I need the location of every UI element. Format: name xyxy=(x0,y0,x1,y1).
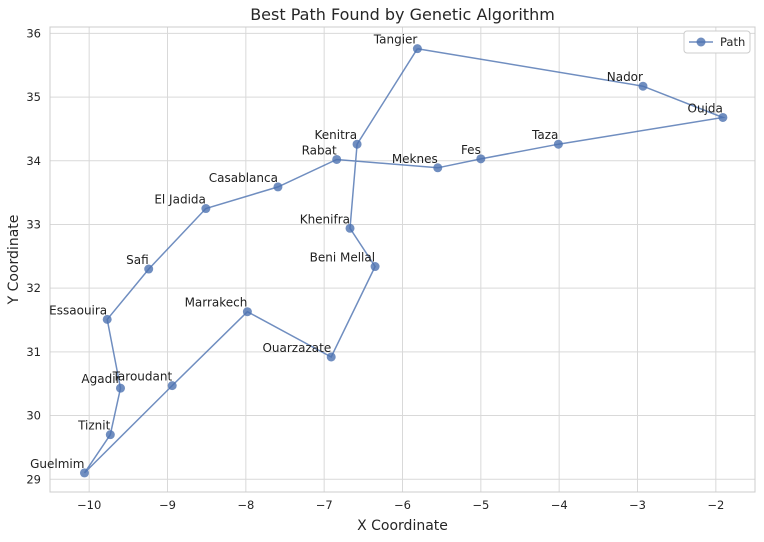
point-meknes xyxy=(433,163,443,173)
y-tick-label: 33 xyxy=(26,217,41,231)
x-tick-label: −10 xyxy=(77,498,101,512)
point-fes xyxy=(476,154,486,164)
x-tick-label: −7 xyxy=(316,498,333,512)
x-tick-label: −5 xyxy=(472,498,489,512)
city-label: Taroudant xyxy=(112,370,173,384)
city-label: Tiznit xyxy=(77,419,111,433)
grid xyxy=(50,27,755,492)
point-beni-mellal xyxy=(370,262,380,272)
point-casablanca xyxy=(273,182,283,192)
y-tick-label: 34 xyxy=(26,154,41,168)
city-label: Marrakech xyxy=(185,296,248,310)
point-nador xyxy=(638,81,648,91)
city-label: El Jadida xyxy=(154,193,206,207)
x-axis-label: X Coordinate xyxy=(357,518,448,534)
city-label: Safi xyxy=(126,253,149,267)
x-tick-label: −4 xyxy=(551,498,568,512)
point-khenifra xyxy=(345,223,355,233)
legend-box xyxy=(683,30,751,54)
city-label: Tangier xyxy=(373,33,418,47)
legend: Path xyxy=(683,30,751,54)
point-el-jadida xyxy=(201,204,211,214)
point-marrakech xyxy=(242,307,252,317)
legend-marker-swatch xyxy=(696,37,706,47)
city-label: Fes xyxy=(461,143,481,157)
point-tiznit xyxy=(105,430,115,440)
point-safi xyxy=(144,264,154,274)
city-label: Nador xyxy=(607,70,643,84)
y-tick-label: 31 xyxy=(26,345,41,359)
plot-frame xyxy=(49,26,756,493)
city-label: Guelmim xyxy=(30,457,84,471)
y-axis-ticks: 29 30 31 32 33 34 35 36 xyxy=(26,26,41,486)
y-tick-label: 32 xyxy=(26,281,41,295)
x-tick-label: −9 xyxy=(159,498,176,512)
point-guelmim xyxy=(79,468,89,478)
y-axis-label: Y Coordinate xyxy=(6,215,22,306)
point-taroudant xyxy=(167,381,177,391)
point-oujda xyxy=(718,112,728,122)
city-label: Ouarzazate xyxy=(262,341,331,355)
city-label: Rabat xyxy=(302,143,337,157)
point-kenitra xyxy=(352,139,362,149)
city-label: Meknes xyxy=(392,152,438,166)
city-label: Beni Mellal xyxy=(310,251,375,265)
x-tick-label: −3 xyxy=(629,498,646,512)
point-taza xyxy=(553,139,563,149)
city-label: Khenifra xyxy=(300,212,350,226)
x-axis-ticks: −10 −9 −8 −7 −6 −5 −4 −3 −2 xyxy=(77,498,724,512)
point-tangier xyxy=(412,44,422,54)
y-tick-label: 35 xyxy=(26,90,41,104)
x-tick-label: −6 xyxy=(394,498,411,512)
point-ouarzazate xyxy=(326,352,336,362)
city-label: Oujda xyxy=(688,101,723,115)
city-label: Casablanca xyxy=(209,171,278,185)
legend-entry-path: Path xyxy=(720,35,745,49)
y-tick-label: 30 xyxy=(26,409,41,423)
city-label: Taza xyxy=(531,128,558,142)
city-labels: Tangier Nador Oujda Taza Fes Meknes Rabat Casab… xyxy=(30,33,723,471)
x-tick-label: −8 xyxy=(237,498,254,512)
point-rabat xyxy=(332,154,342,164)
y-tick-label: 29 xyxy=(26,472,41,486)
point-agadir xyxy=(116,383,125,393)
path-points xyxy=(79,44,728,478)
chart-title: Best Path Found by Genetic Algorithm xyxy=(250,5,555,24)
city-label: Agadir xyxy=(81,372,120,386)
x-tick-label: −2 xyxy=(707,498,724,512)
point-essaouira xyxy=(102,314,112,324)
y-tick-label: 36 xyxy=(26,26,41,40)
city-label: Kenitra xyxy=(314,128,357,142)
city-label: Essaouira xyxy=(49,303,107,317)
